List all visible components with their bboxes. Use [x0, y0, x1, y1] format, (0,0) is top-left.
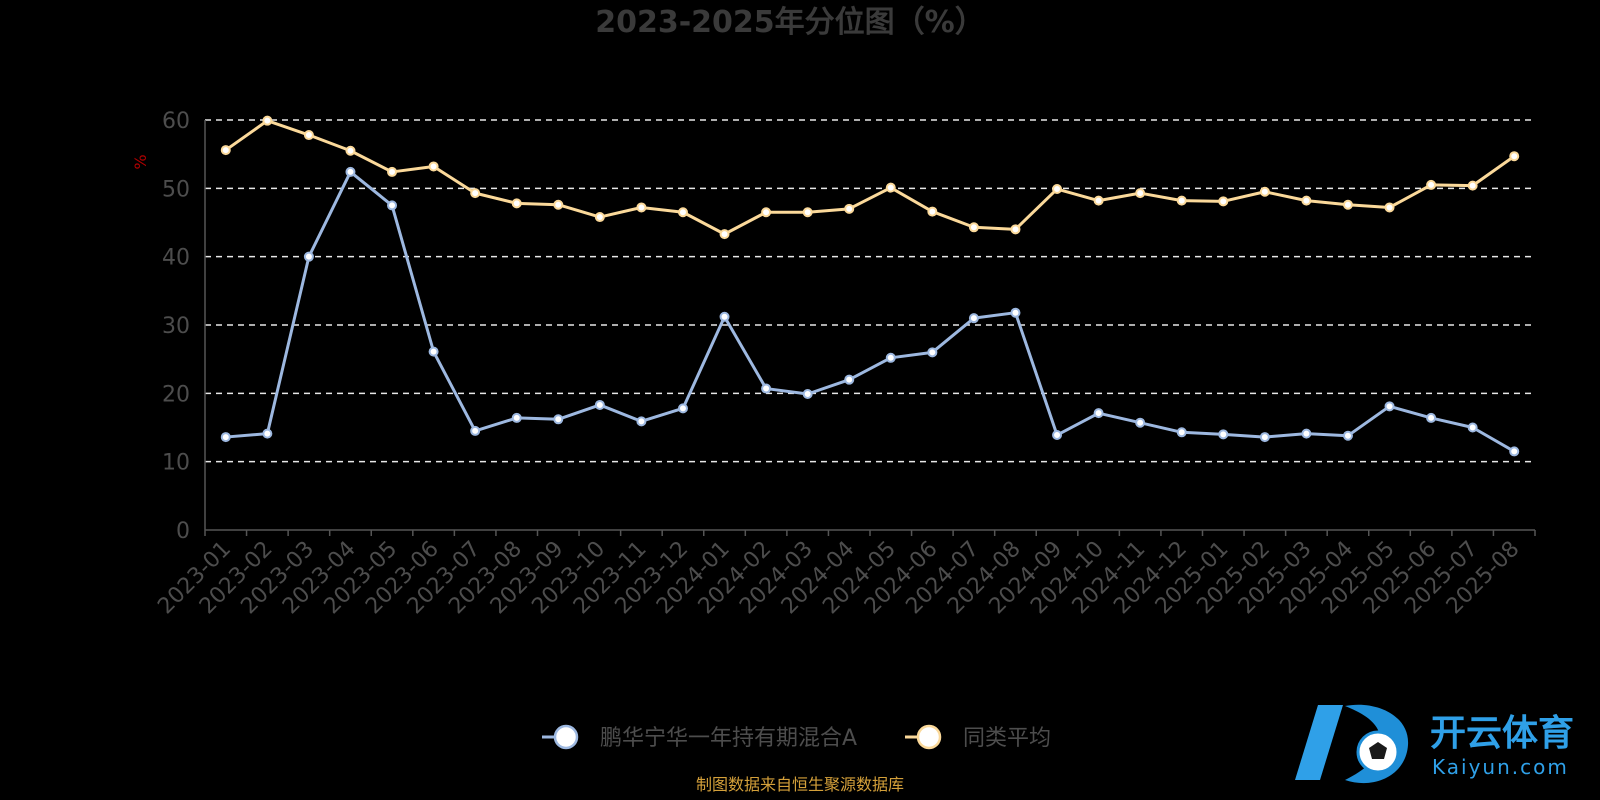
data-point [719, 311, 730, 322]
data-point [1093, 408, 1104, 419]
data-point [1426, 412, 1437, 423]
y-tick-label: 10 [162, 451, 190, 476]
data-point [1301, 195, 1312, 206]
data-point [1259, 432, 1270, 443]
y-tick-label: 20 [162, 382, 190, 407]
source-note: 制图数据来自恒生聚源数据库 [696, 775, 904, 794]
data-point [802, 207, 813, 218]
data-point [594, 399, 605, 410]
data-point [1467, 422, 1478, 433]
logo-url: Kaiyun.com [1432, 755, 1569, 779]
data-point [1384, 401, 1395, 412]
chart-title: 2023-2025年分位图（%） [595, 5, 985, 40]
data-point [428, 346, 439, 357]
data-point [968, 222, 979, 233]
data-point [1342, 430, 1353, 441]
data-point [1384, 202, 1395, 213]
data-point [1052, 430, 1063, 441]
data-point [1135, 417, 1146, 428]
data-point [345, 166, 356, 177]
data-point [1010, 224, 1021, 235]
logo-mark [1295, 704, 1409, 784]
data-point [387, 166, 398, 177]
data-point [1135, 188, 1146, 199]
data-point [968, 313, 979, 324]
y-tick-label: 60 [162, 109, 190, 134]
data-point [303, 251, 314, 262]
y-tick-label: 40 [162, 246, 190, 271]
data-point [511, 412, 522, 423]
data-point [1509, 446, 1520, 457]
logo-name: 开云体育 [1430, 713, 1574, 754]
data-point [1467, 180, 1478, 191]
data-point [1218, 196, 1229, 207]
data-point [262, 428, 273, 439]
data-point [927, 347, 938, 358]
series-line [224, 119, 1516, 236]
data-point [511, 198, 522, 209]
data-point [844, 203, 855, 214]
y-tick-label: 30 [162, 314, 190, 339]
data-point [470, 188, 481, 199]
legend-marker [916, 724, 942, 750]
y-tick-label: 0 [176, 519, 190, 544]
data-point [885, 182, 896, 193]
data-point [844, 374, 855, 385]
data-point [1218, 429, 1229, 440]
data-point [345, 145, 356, 156]
data-point [719, 229, 730, 240]
x-tick-labels: 2023-012023-022023-032023-042023-052023-… [153, 537, 1524, 620]
data-point [1093, 195, 1104, 206]
data-point [303, 130, 314, 141]
data-point [553, 199, 564, 210]
data-point [470, 425, 481, 436]
data-point [636, 202, 647, 213]
data-point [677, 207, 688, 218]
y-axis-label: % [131, 154, 150, 169]
axes [204, 120, 1536, 536]
watermark-logo: 开云体育 Kaiyun.com [1295, 704, 1574, 784]
y-tick-labels: 0 10 20 30 40 50 60 [162, 109, 190, 544]
data-point [594, 212, 605, 223]
data-point [1052, 184, 1063, 195]
legend-label: 鹏华宁华一年持有期混合A [600, 726, 857, 751]
series-layer [220, 115, 1520, 457]
data-point [1509, 151, 1520, 162]
legend-marker [553, 724, 579, 750]
legend: 鹏华宁华一年持有期混合A 同类平均 [542, 724, 1051, 751]
data-point [1010, 307, 1021, 318]
data-point [1176, 427, 1187, 438]
series-line [225, 170, 1515, 453]
data-point [387, 200, 398, 211]
data-point [761, 207, 772, 218]
data-point [636, 416, 647, 427]
data-point [220, 145, 231, 156]
grid-lines [205, 119, 1535, 463]
data-point [553, 414, 564, 425]
data-point [1301, 428, 1312, 439]
data-point [927, 206, 938, 217]
data-point [885, 352, 896, 363]
data-point [1342, 199, 1353, 210]
data-point [1426, 179, 1437, 190]
data-point [428, 161, 439, 172]
data-point [802, 389, 813, 400]
data-point [1259, 186, 1270, 197]
data-point [761, 383, 772, 394]
data-point [262, 115, 273, 126]
data-point [1176, 195, 1187, 206]
data-point [220, 432, 231, 443]
data-point [677, 403, 688, 414]
y-tick-label: 50 [162, 177, 190, 202]
legend-label: 同类平均 [963, 726, 1051, 751]
